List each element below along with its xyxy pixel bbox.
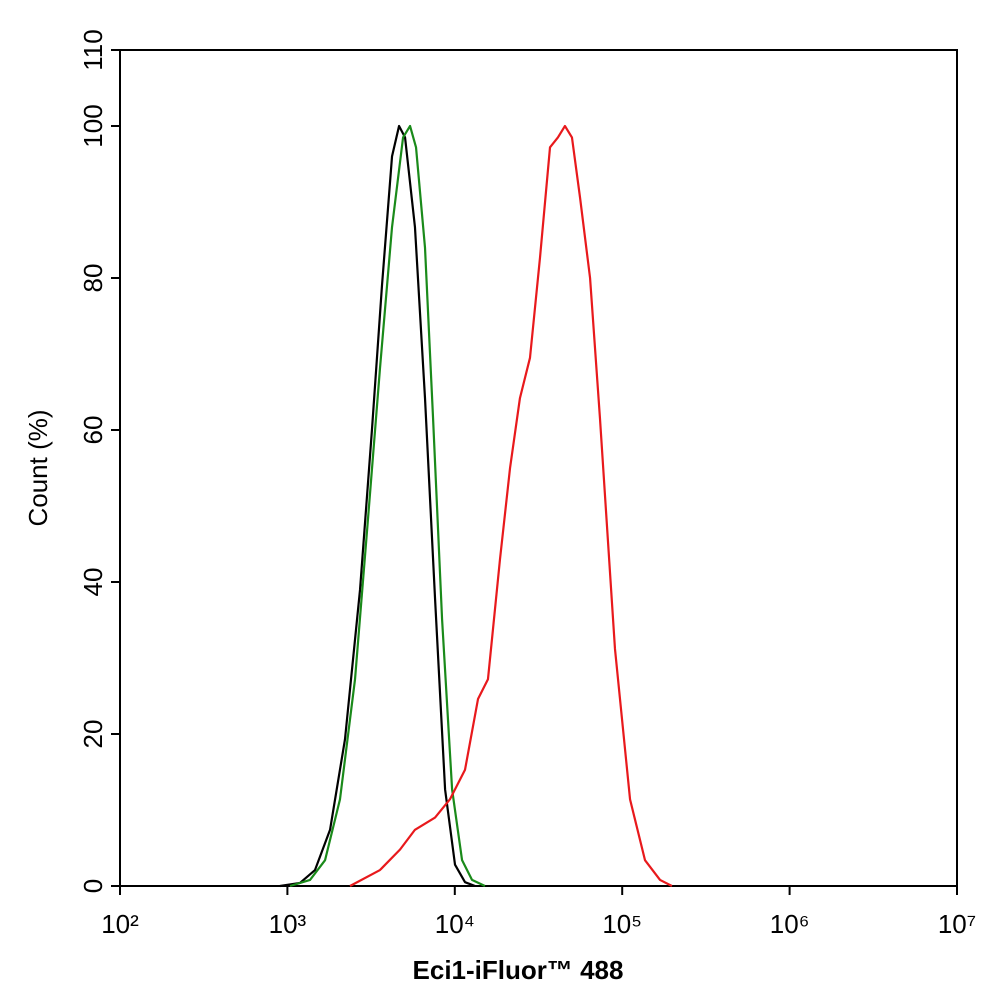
x-tick-label: 10⁶ <box>770 909 810 939</box>
y-tick-label: 80 <box>78 264 108 293</box>
x-tick-label: 10⁷ <box>938 909 976 939</box>
y-axis-label: Count (%) <box>23 409 53 526</box>
line-series <box>279 124 476 888</box>
x-tick-label: 10³ <box>269 909 307 939</box>
plot-frame <box>119 49 958 887</box>
y-tick-label: 0 <box>78 879 108 893</box>
x-axis-label: Eci1-iFluor™ 488 <box>413 955 624 985</box>
x-tick-label: 10² <box>101 909 139 939</box>
y-tick-label: 110 <box>78 29 108 70</box>
line-series <box>289 124 486 888</box>
line-series <box>349 124 673 887</box>
x-tick-label: 10⁵ <box>602 909 642 939</box>
y-tick-label: 100 <box>78 104 108 147</box>
y-tick-label: 60 <box>78 416 108 445</box>
x-tick-label: 10⁴ <box>435 909 475 939</box>
y-tick-label: 40 <box>78 568 108 597</box>
y-tick-label: 20 <box>78 720 108 749</box>
